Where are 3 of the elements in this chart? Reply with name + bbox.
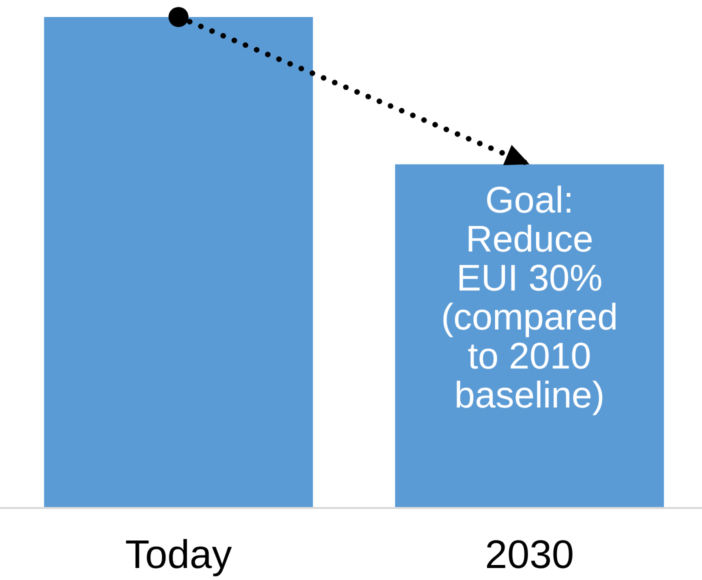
x-tick-label: Today: [125, 533, 232, 577]
annotation: Goal: Reduce EUI 30% (compared to 2010 baseline): [441, 179, 618, 416]
x-tick-label: 2030: [485, 533, 574, 577]
